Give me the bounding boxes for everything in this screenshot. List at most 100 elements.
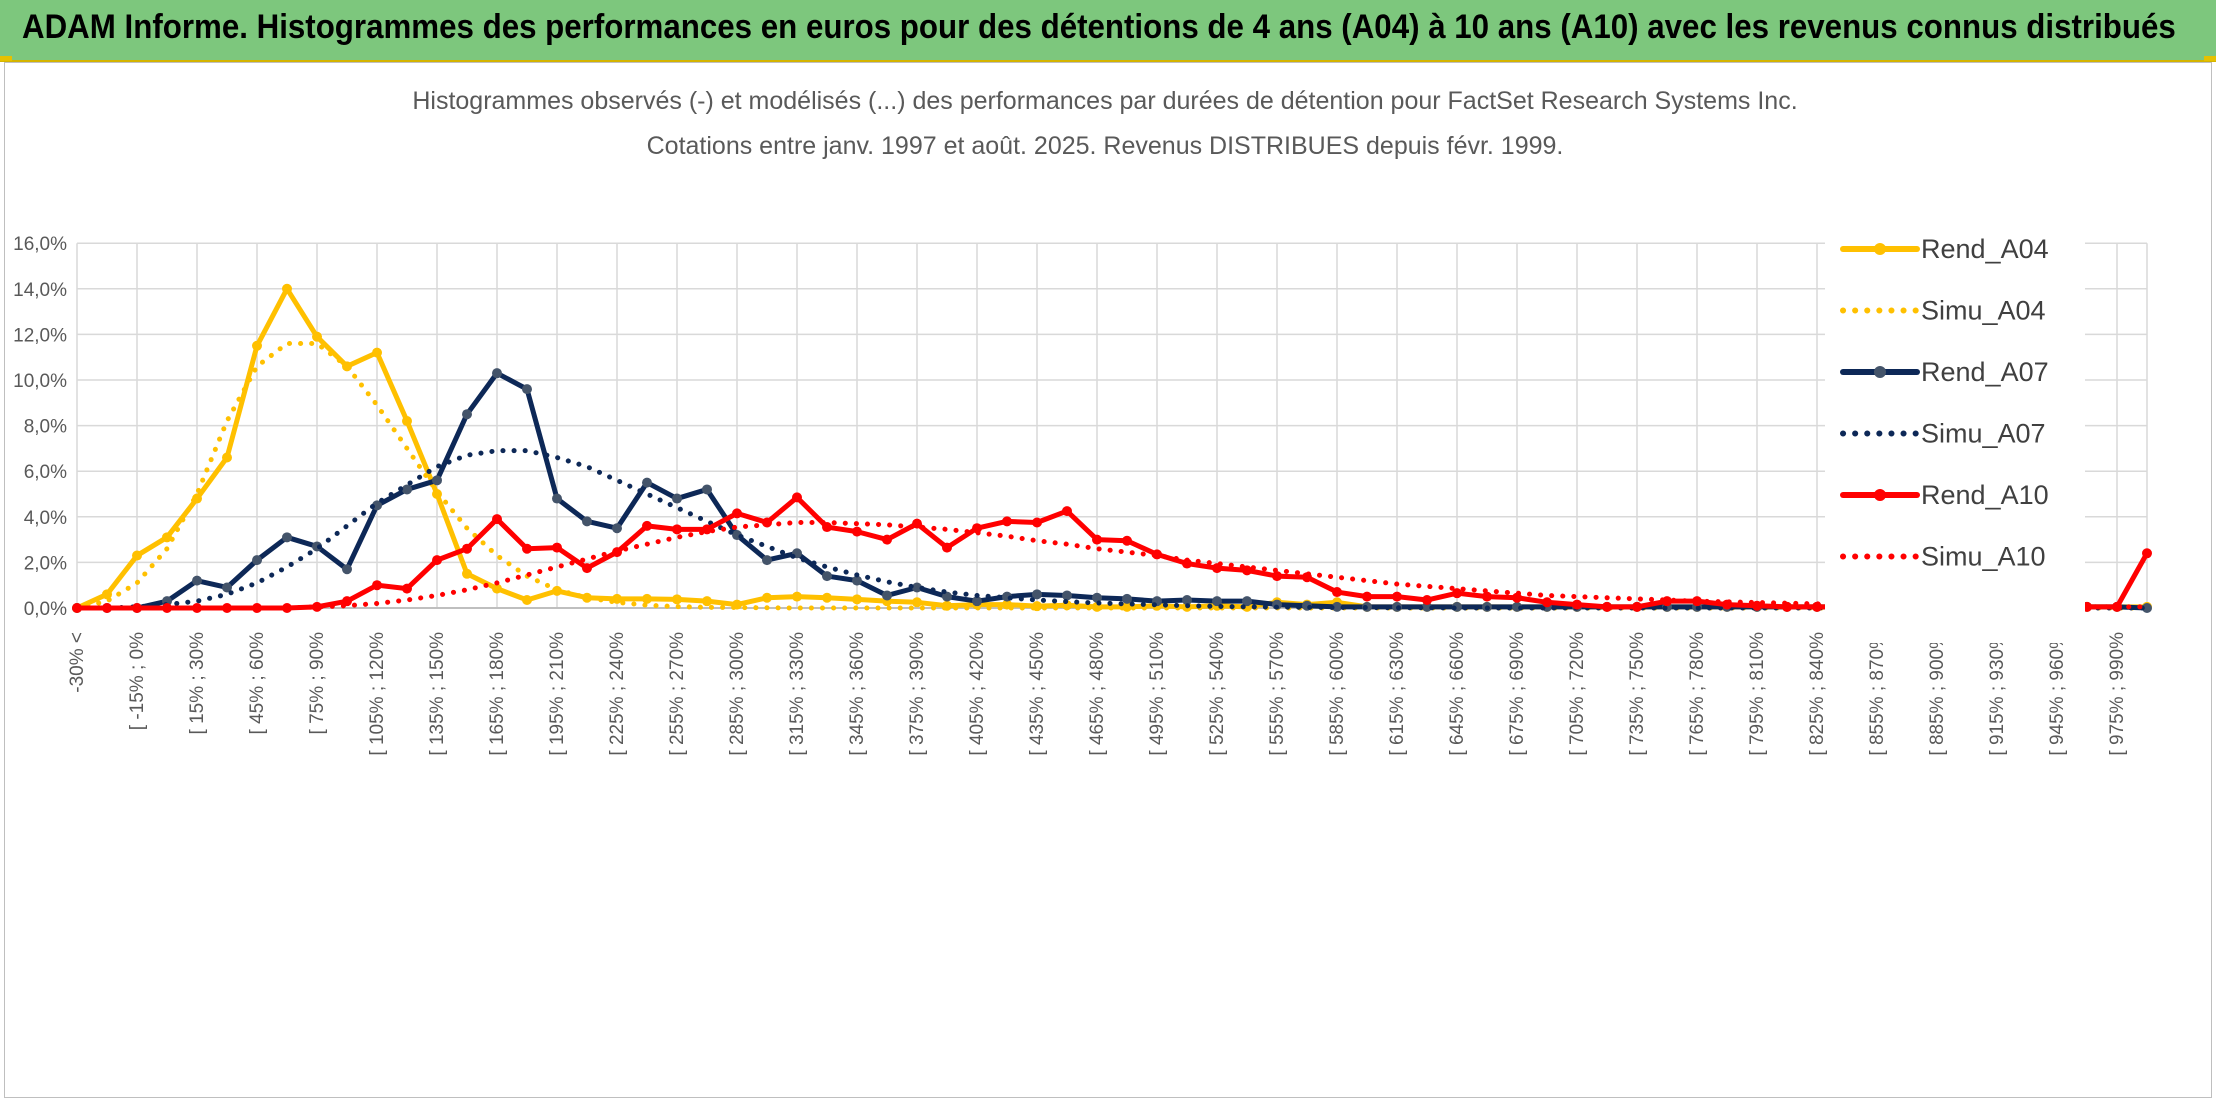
series-rend_a04-point [852, 594, 862, 605]
series-rend_a10-point [1452, 588, 1462, 599]
x-tick-label: [ 315% ; 330% [787, 632, 808, 756]
x-tick-label: [ 45% ; 60% [247, 632, 268, 735]
x-tick-label: -30% < [67, 632, 88, 693]
series-rend_a10-point [1392, 591, 1402, 602]
series-rend_a10-point [372, 580, 382, 591]
series-rend_a07-point [1332, 601, 1342, 612]
series-rend_a07-point [462, 409, 472, 420]
legend-marker [1874, 243, 1886, 255]
series-rend_a10-point [1422, 595, 1432, 606]
series-rend_a07-point [702, 484, 712, 495]
x-tick-label: [ 225% ; 240% [607, 632, 628, 756]
series-rend_a10 [74, 494, 2150, 611]
y-tick-label: 16,0% [13, 234, 67, 255]
series-rend_a10-point [1362, 591, 1372, 602]
x-tick-label: [ 915% ; 930% [1987, 632, 2008, 756]
x-tick-label: [ 375% ; 390% [907, 632, 928, 756]
banner-corner-right [2204, 56, 2216, 61]
y-tick-label: 2,0% [24, 553, 67, 574]
x-tick-label: [ 105% ; 120% [367, 632, 388, 756]
x-tick-label: [ 15% ; 30% [187, 632, 208, 735]
chart-subtitle: Cotations entre janv. 1997 et août. 2025… [647, 132, 1564, 160]
series-rend_a07-point [522, 384, 532, 395]
series-rend_a10-point [132, 603, 142, 613]
series-rend_a04-point [672, 594, 682, 605]
series-rend_a10-point [1602, 601, 1612, 612]
series-group [72, 283, 2152, 613]
x-tick-label: [ 285% ; 300% [727, 632, 748, 756]
series-rend_a07-point [1422, 601, 1432, 612]
series-rend_a04-point [372, 347, 382, 358]
series-rend_a04-point [792, 591, 802, 602]
series-rend_a07-point [642, 477, 652, 488]
chart-frame: 0,0% 2,0% 4,0% 6,0% 8,0% 10,0% 12,0% 14,0% 16,0%… [4, 62, 2212, 1098]
series-rend_a07-point [612, 523, 622, 534]
series-rend_a04-point [702, 596, 712, 607]
legend-entry: Rend_A04 [1921, 234, 2049, 264]
report-title: ADAM Informe. Histogrammes des performan… [22, 8, 2176, 46]
x-axis-ticks: -30% < [ -15% ; 0% [ 15% ; 30% [ 45% ; 60% [… [67, 632, 2128, 756]
series-simu_a07 [74, 448, 2150, 611]
x-tick-label: [ 855% ; 870% [1867, 632, 1888, 756]
x-tick-label: [ 405% ; 420% [967, 632, 988, 756]
series-rend_a07-point [1122, 593, 1132, 604]
banner-corner-left [0, 56, 12, 61]
series-rend_a07-point [942, 591, 952, 602]
legend-background [1825, 213, 2085, 643]
x-tick-label: [ 615% ; 630% [1387, 632, 1408, 756]
series-rend_a10-point [1542, 597, 1552, 608]
y-tick-label: 14,0% [13, 280, 67, 301]
series-rend_a10-point [642, 520, 652, 531]
report-banner: ADAM Informe. Histogrammes des performan… [0, 0, 2216, 62]
y-tick-label: 4,0% [24, 508, 67, 529]
series-rend_a07-point [582, 516, 592, 527]
series-rend_a10-point [432, 555, 442, 566]
series-rend_a04-point [612, 593, 622, 604]
series-rend_a07-point [882, 590, 892, 601]
x-tick-label: [ 945% ; 960% [2047, 632, 2068, 756]
series-rend_a07-point [1062, 590, 1072, 601]
series-rend_a10-point [552, 542, 562, 553]
series-rend_a07-point [912, 582, 922, 593]
series-rend_a04-point [762, 592, 772, 603]
chart-title: Histogrammes observés (-) et modélisés (… [412, 87, 1797, 115]
series-rend_a10-point [672, 524, 682, 535]
series-rend_a07-point [192, 575, 202, 586]
series-rend_a10-point [1632, 601, 1642, 612]
series-rend_a10-point [1002, 516, 1012, 527]
series-rend_a07-point [432, 475, 442, 486]
series-rend_a10-point [882, 534, 892, 545]
series-rend_a10-point [1122, 535, 1132, 546]
series-rend_a10-point [1272, 571, 1282, 582]
legend-marker [1874, 366, 1886, 378]
series-rend_a04-point [462, 568, 472, 579]
x-tick-label: [ 135% ; 150% [427, 632, 448, 756]
series-rend_a07-point [342, 564, 352, 575]
x-tick-label: [ -15% ; 0% [127, 632, 148, 730]
chart-canvas: 0,0% 2,0% 4,0% 6,0% 8,0% 10,0% 12,0% 14,0% 16,0%… [13, 75, 2152, 756]
legend-entry: Simu_A04 [1921, 296, 2046, 326]
series-rend_a04-point [912, 597, 922, 608]
x-tick-label: [ 585% ; 600% [1327, 632, 1348, 756]
x-tick-label: [ 255% ; 270% [667, 632, 688, 756]
series-rend_a04-point [642, 593, 652, 604]
series-rend_a10-point [792, 492, 802, 503]
x-tick-label: [ 975% ; 990% [2107, 632, 2128, 756]
series-rend_a04-point [492, 583, 502, 594]
series-rend_a07-point [762, 555, 772, 566]
series-rend_a07-point [552, 493, 562, 504]
legend-entry: Simu_A07 [1921, 419, 2046, 449]
x-tick-label: [ 555% ; 570% [1267, 632, 1288, 756]
series-rend_a10-point [222, 603, 232, 613]
title-background [365, 75, 1845, 171]
series-rend_a04-point [402, 416, 412, 427]
series-rend_a10-point [1062, 506, 1072, 517]
x-tick-label: [ 675% ; 690% [1507, 632, 1528, 756]
x-tick-label: [ 75% ; 90% [307, 632, 328, 735]
series-rend_a07-point [972, 596, 982, 607]
series-rend_a07-point [1032, 589, 1042, 600]
x-tick-label: [ 165% ; 180% [487, 632, 508, 756]
y-axis-ticks: 0,0% 2,0% 4,0% 6,0% 8,0% 10,0% 12,0% 14,0% 16,0% [13, 234, 67, 620]
series-rend_a07-point [222, 582, 232, 593]
x-tick-label: [ 345% ; 360% [847, 632, 868, 756]
